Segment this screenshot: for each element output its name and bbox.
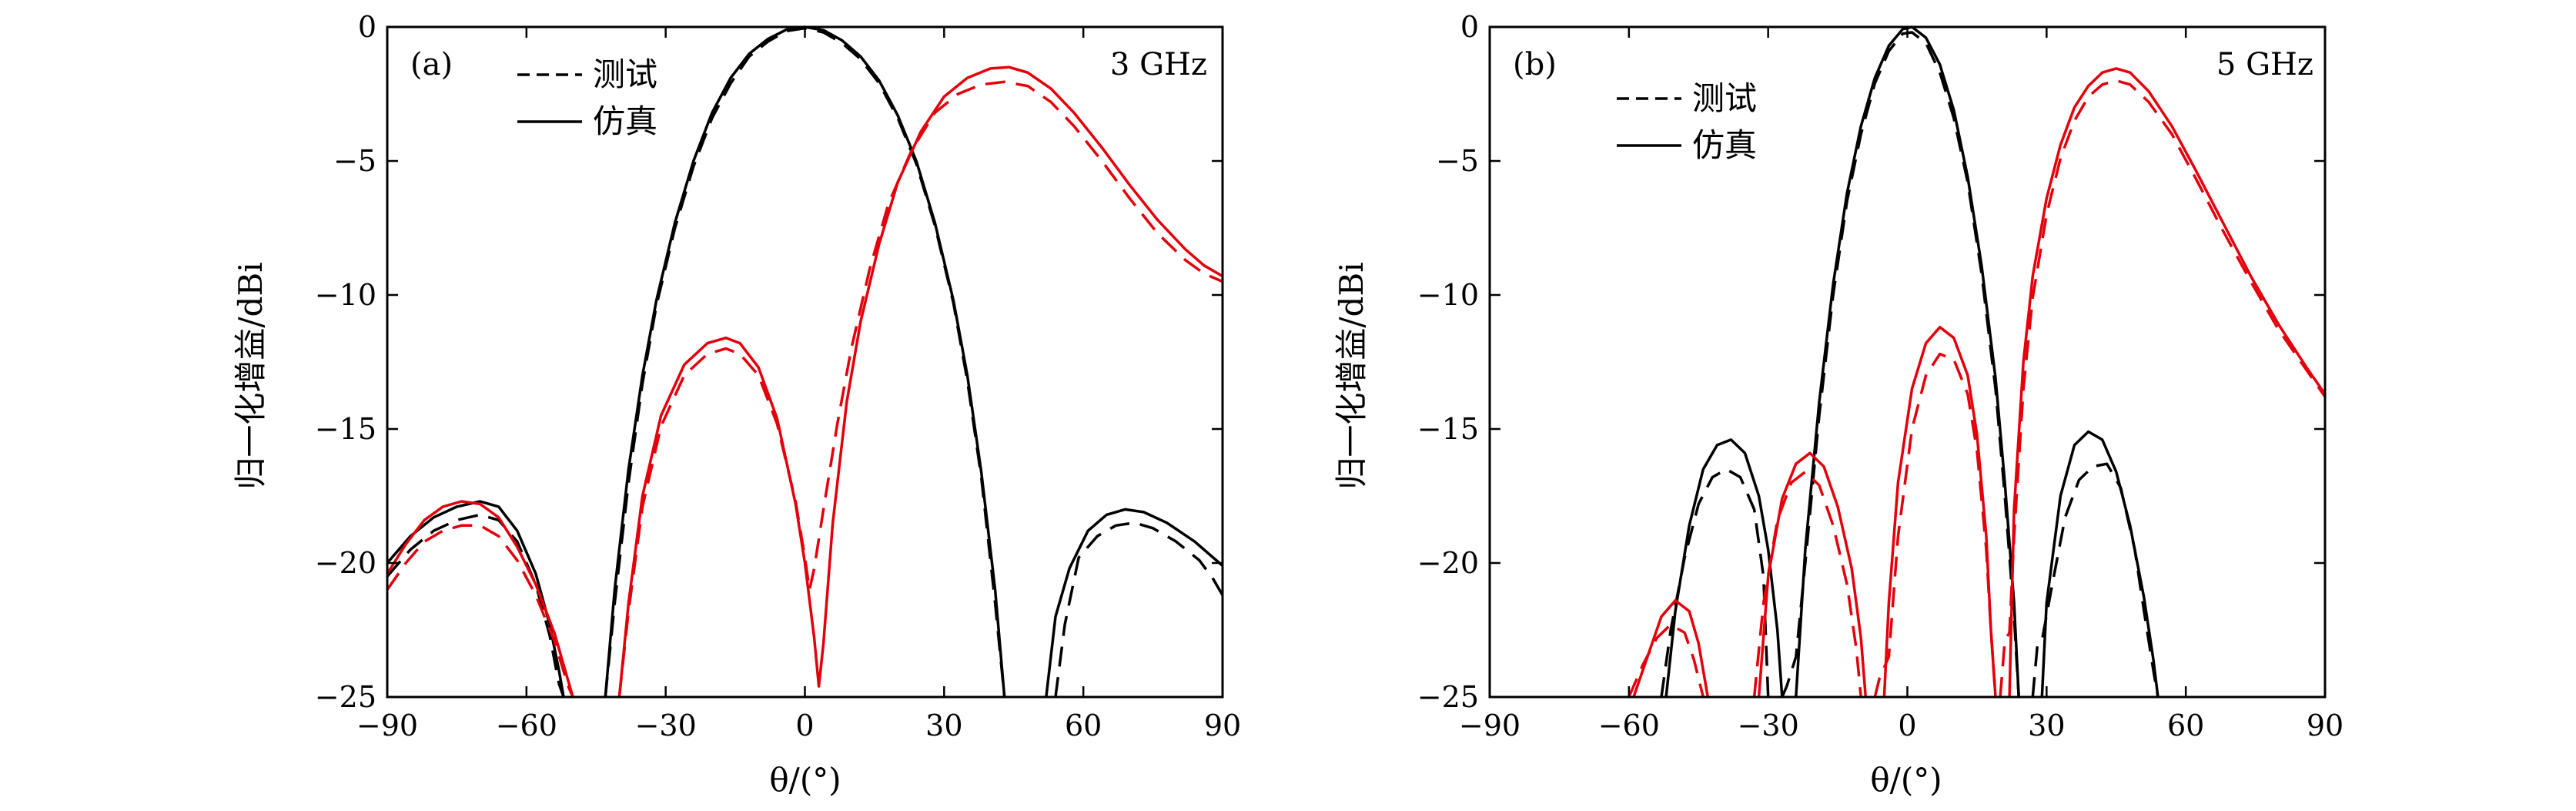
- chart-a-y-tick-label: −10: [315, 278, 376, 312]
- chart-b-x-tick-label: −30: [1738, 709, 1799, 742]
- chart-panel-b: −90 −60 −30 0 30 60 90 0 −5 −10 −15 −20 −25 (b) 5 GH…: [1333, 10, 2343, 799]
- chart-a-panel-label: (a): [410, 47, 453, 82]
- chart-b-series-red-dashed-lobe-2: [1873, 352, 1997, 698]
- chart-a-x-tick-label: −60: [496, 709, 557, 742]
- chart-a-x-axis-title: θ/(°): [769, 761, 841, 799]
- chart-a-y-tick-label: −5: [333, 144, 376, 178]
- chart-a-legend-label-measured: 测试: [593, 55, 657, 93]
- chart-b-ticks: −90 −60 −30 0 30 60 90 0 −5 −10 −15 −20 −25: [1417, 10, 2343, 742]
- chart-b-frequency-label: 5 GHz: [2216, 47, 2313, 82]
- chart-b-y-tick-label: 0: [1460, 10, 1479, 44]
- chart-b-frame: [1488, 25, 2327, 699]
- chart-b-legend: 测试 仿真: [1617, 79, 1757, 164]
- chart-a-x-tick-label: 60: [1065, 709, 1102, 742]
- chart-a-y-axis-title: 归一化增益/dBi: [232, 262, 269, 489]
- chart-b-series-red-solid-lobe-3: [2008, 67, 2327, 698]
- chart-a-series-black-dashed-lobe-0: [386, 513, 565, 698]
- chart-b-x-tick-label: 30: [2028, 709, 2065, 742]
- chart-b-x-tick-label: 60: [2167, 709, 2204, 742]
- chart-a-lines: [386, 25, 1224, 698]
- chart-b-x-tick-label: 0: [1898, 709, 1916, 742]
- chart-a-x-tick-label: 90: [1204, 709, 1241, 742]
- chart-a-series-black-dashed-lobe-1: [604, 26, 1006, 698]
- chart-a-ticks: −90 −60 −30 0 30 60 90 0 −5 −10 −15 −20 −25: [315, 10, 1241, 742]
- chart-b-x-axis-title: θ/(°): [1870, 761, 1942, 799]
- chart-a-x-tick-label: 0: [795, 709, 814, 742]
- chart-b-series-black-dashed-lobe-1: [1781, 31, 2020, 698]
- chart-a-legend: 测试 仿真: [517, 55, 657, 140]
- chart-a-x-tick-label: 30: [925, 709, 962, 742]
- chart-a-legend-label-simulated: 仿真: [593, 102, 657, 140]
- chart-a-series-red-solid-lobe-1: [617, 65, 1223, 698]
- chart-a-x-tick-label: −30: [635, 709, 697, 742]
- chart-b-series-red-dashed-lobe-3: [1999, 79, 2327, 698]
- chart-b-series-black-solid-lobe-2: [2040, 430, 2159, 698]
- chart-b-series-red-dashed-lobe-1: [1752, 470, 1862, 698]
- chart-a-series-red-dashed-lobe-1: [617, 80, 1223, 698]
- chart-b-series-black-dashed-lobe-2: [2031, 462, 2159, 698]
- chart-a-series-black-solid-lobe-1: [604, 25, 1006, 698]
- chart-b-y-tick-label: −15: [1417, 412, 1479, 446]
- chart-a-x-tick-label: −90: [356, 709, 418, 742]
- chart-b-y-tick-label: −20: [1417, 546, 1479, 580]
- chart-a-y-tick-label: 0: [358, 10, 376, 44]
- chart-a-y-tick-label: −20: [315, 546, 376, 580]
- chart-a-frequency-label: 3 GHz: [1110, 47, 1207, 82]
- chart-a-series-red-solid-lobe-0: [386, 500, 574, 698]
- chart-a-frame: [386, 25, 1224, 699]
- chart-b-y-tick-label: −25: [1417, 680, 1479, 714]
- chart-a-y-tick-label: −25: [315, 680, 376, 714]
- chart-b-legend-label-simulated: 仿真: [1692, 126, 1757, 164]
- chart-b-y-tick-label: −10: [1417, 278, 1479, 312]
- chart-b-x-tick-label: −90: [1459, 709, 1521, 742]
- chart-b-series-red-dashed-lobe-0: [1628, 623, 1705, 698]
- chart-b-series-black-dashed-lobe-0: [1660, 467, 1770, 698]
- chart-b-legend-label-measured: 测试: [1692, 79, 1757, 117]
- chart-b-series-black-solid-lobe-0: [1664, 438, 1784, 698]
- chart-b-panel-label: (b): [1513, 47, 1557, 82]
- chart-b-x-tick-label: 90: [2307, 709, 2343, 742]
- chart-a-series-black-solid-lobe-2: [1045, 508, 1224, 698]
- chart-b-x-tick-label: −60: [1598, 709, 1660, 742]
- chart-a-series-black-dashed-lobe-2: [1054, 521, 1224, 698]
- chart-a-y-tick-label: −15: [315, 412, 376, 446]
- chart-b-series-black-solid-lobe-1: [1795, 25, 2020, 698]
- chart-panel-a: −90 −60 −30 0 30 60 90 0 −5 −10 −15 −20 −25 (a) 3 GH…: [232, 10, 1241, 799]
- chart-a-series-red-dashed-lobe-0: [386, 524, 574, 698]
- chart-b-y-axis-title: 归一化增益/dBi: [1333, 262, 1370, 489]
- chart-b-y-tick-label: −5: [1436, 144, 1479, 178]
